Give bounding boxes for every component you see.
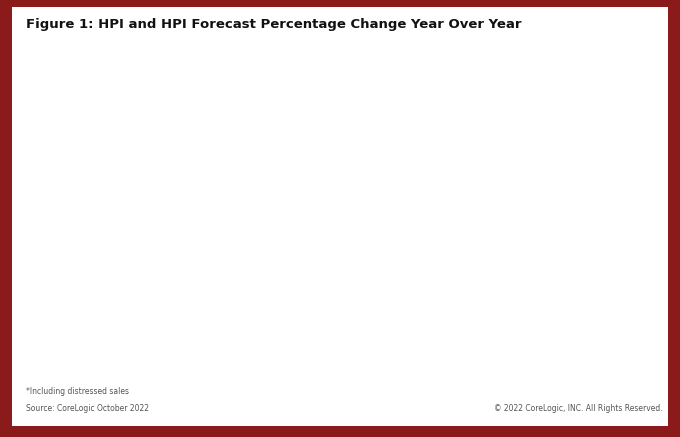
FancyBboxPatch shape bbox=[395, 244, 582, 325]
Text: Source: CoreLogic October 2022: Source: CoreLogic October 2022 bbox=[26, 404, 149, 413]
Legend: Year Over Year HPI National, Year Over Year HPI Forecast: Year Over Year HPI National, Year Over Y… bbox=[180, 409, 545, 427]
Text: © 2022 CoreLogic, INC. All Rights Reserved.: © 2022 CoreLogic, INC. All Rights Reserv… bbox=[494, 404, 663, 413]
Text: 4.1%: 4.1% bbox=[405, 255, 483, 283]
Text: Figure 1: HPI and HPI Forecast Percentage Change Year Over Year: Figure 1: HPI and HPI Forecast Percentag… bbox=[26, 18, 522, 31]
Text: HPI Forecast for October 2023: HPI Forecast for October 2023 bbox=[405, 301, 541, 310]
Text: *Including distressed sales: *Including distressed sales bbox=[26, 387, 129, 396]
